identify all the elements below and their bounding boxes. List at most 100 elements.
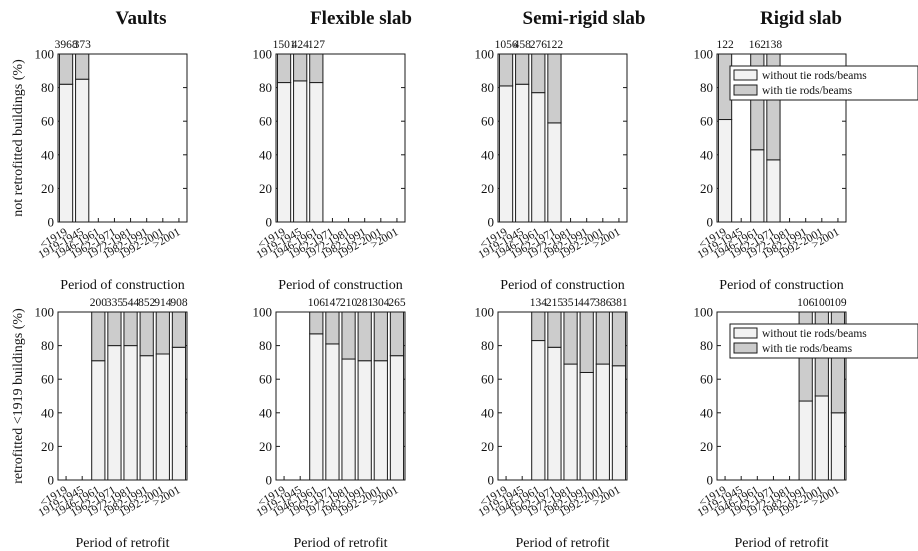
bar-with-tie-rods [123,311,138,347]
y-tick-label: 20 [259,181,272,196]
bar-count-label: 122 [546,39,564,51]
y-tick-label: 40 [259,405,272,420]
legend-swatch-without [733,327,758,339]
y-tick-label: 0 [707,215,714,230]
bar-without-tie-rods [798,400,813,481]
y-tick-label: 60 [481,372,494,387]
bar-count-label: 109 [829,297,847,309]
bar-with-tie-rods [547,53,562,124]
bar-with-tie-rods [547,311,562,348]
y-tick-label: 20 [41,181,54,196]
y-tick-label: 60 [259,114,272,129]
bar-with-tie-rods [498,53,514,87]
column-title-rigid-slab: Rigid slab [760,8,842,29]
legend-label-with: with tie rods/beams [762,85,853,97]
bar-count-label: 544 [122,297,140,309]
bar-without-tie-rods [276,82,292,223]
y-tick-label: 40 [41,147,54,162]
y-tick-label: 20 [259,439,272,454]
y-tick-label: 60 [259,372,272,387]
panel-1: 0204060801003968<19193731919-19451946-19… [35,39,188,293]
bar-with-tie-rods [309,311,324,335]
bar-count-label: 914 [154,297,172,309]
bar-without-tie-rods [107,345,122,481]
y-tick-label: 60 [481,114,494,129]
y-tick-label: 80 [41,338,54,353]
x-axis-label: Period of retrofit [515,536,609,551]
axes-box [497,311,628,481]
bar-without-tie-rods [325,343,340,481]
y-tick-label: 0 [48,473,55,488]
y-tick-label: 100 [35,47,55,62]
x-axis-label: Period of construction [719,278,843,293]
bar-count-label: 1056 [495,39,518,51]
y-tick-label: 40 [41,405,54,420]
bar-with-tie-rods [276,53,292,84]
y-tick-label: 80 [481,338,494,353]
chart-panels: 0204060801003968<19193731919-19451946-19… [35,39,918,551]
bar-without-tie-rods [341,358,356,481]
bar-count-label: 908 [170,297,188,309]
x-axis-label: Period of construction [278,278,402,293]
bar-count-label: 127 [308,39,326,51]
bar-with-tie-rods [579,311,594,373]
bar-count-label: 424 [292,39,310,51]
bar-with-tie-rods [341,311,356,360]
bar-without-tie-rods [611,365,627,481]
axes-box [716,311,847,481]
legend-label-without: without tie rods/beams [762,328,867,340]
x-axis-label: Period of retrofit [75,536,169,551]
bar-with-tie-rods [595,311,610,365]
axes-box [57,311,188,481]
bar-with-tie-rods [389,311,405,357]
x-axis-label: Period of construction [60,278,184,293]
y-tick-label: 80 [259,338,272,353]
y-tick-label: 60 [700,372,713,387]
bar-with-tie-rods [373,311,388,362]
y-tick-label: 20 [700,181,713,196]
legend-swatch-with [733,342,758,354]
bar-without-tie-rods [547,346,562,481]
bar-without-tie-rods [579,371,594,481]
legend-swatch-with [733,84,758,96]
y-tick-label: 0 [266,473,273,488]
panel-6: 020406080100<19191919-19451061946-196114… [253,297,406,551]
bar-count-label: 265 [388,297,406,309]
bar-count-label: 215 [546,297,564,309]
bar-count-label: 304 [372,297,390,309]
bar-count-label: 458 [514,39,532,51]
y-tick-label: 100 [694,47,714,62]
y-tick-label: 40 [481,147,494,162]
bar-count-label: 852 [138,297,156,309]
bar-without-tie-rods [498,85,514,223]
bar-without-tie-rods [309,82,324,223]
bar-without-tie-rods [91,360,106,481]
bar-without-tie-rods [58,83,74,223]
bar-without-tie-rods [563,363,578,481]
bar-count-label: 210 [340,297,358,309]
y-tick-label: 100 [253,47,273,62]
bar-without-tie-rods [750,149,765,223]
y-tick-label: 0 [266,215,273,230]
row1-ylabel: not retrofitted buildings (%) [11,59,26,217]
y-tick-label: 100 [253,305,273,320]
bar-without-tie-rods [814,395,829,481]
bar-without-tie-rods [309,333,324,481]
bar-with-tie-rods [107,311,122,347]
bar-count-label: 3968 [55,39,78,51]
y-tick-label: 40 [700,405,713,420]
axes-box [275,53,406,223]
bar-with-tie-rods [155,311,170,355]
bar-without-tie-rods [595,363,610,481]
bar-without-tie-rods [75,78,90,223]
bar-with-tie-rods [611,311,627,367]
bar-without-tie-rods [547,122,562,223]
bar-with-tie-rods [293,53,308,82]
y-tick-label: 80 [700,338,713,353]
y-tick-label: 0 [48,215,55,230]
legend-box [729,65,918,101]
panel-5: 020406080100<19191919-19452001946-196133… [35,297,188,551]
column-title-semi-rigid-slab: Semi-rigid slab [523,8,646,29]
bar-count-label: 351 [562,297,580,309]
y-tick-label: 80 [481,80,494,95]
